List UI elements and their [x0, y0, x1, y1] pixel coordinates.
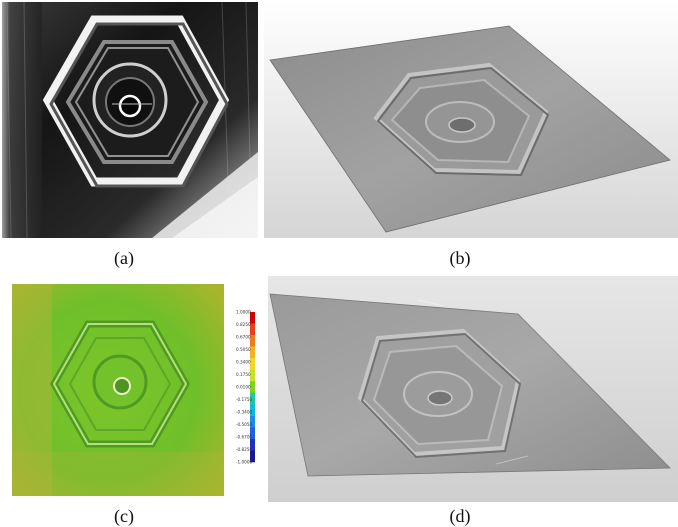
colorbar-tick-label: 0.0100: [236, 385, 251, 390]
metal-photo-image: [2, 2, 258, 238]
colorbar-tick-label: -0.5050: [236, 422, 252, 427]
colorbar-swatch: [250, 369, 255, 382]
colorbar-tick-label: 0.3400: [236, 360, 251, 365]
colorbar-tick-label: 0.8250: [236, 322, 251, 327]
caption-b: (b): [449, 248, 471, 268]
panel-a-photo: [2, 2, 258, 238]
colorbar-swatch: [250, 404, 255, 417]
panel-d-surface-render: [268, 276, 678, 502]
deviation-map-image: 1.0000 0.8250 0.6700 0.5050 0.3400 0.1750 0.01…: [12, 284, 255, 496]
colorbar-tick-label: 0.6700: [236, 335, 251, 340]
colorbar-swatch: [250, 438, 255, 451]
colorbar-tick-label: -1.0000: [236, 460, 252, 465]
colorbar-swatch: [250, 392, 255, 405]
colorbar-swatch: [250, 427, 255, 440]
colorbar-swatch: [250, 450, 255, 463]
colorbar: 1.0000 0.8250 0.6700 0.5050 0.3400 0.1750 0.01…: [236, 310, 255, 465]
panel-b-surface-render: [264, 0, 678, 238]
colorbar-swatch: [250, 346, 255, 359]
surface-render-image-2: [268, 276, 678, 502]
colorbar-tick-label: 1.0000: [236, 310, 251, 315]
colorbar-tick-label: -0.1750: [236, 397, 252, 402]
colorbar-tick-label: -0.6700: [236, 435, 252, 440]
caption-a: (a): [114, 248, 134, 268]
colorbar-tick-label: 0.5050: [236, 347, 251, 352]
colorbar-tick-label: 0.1750: [236, 372, 251, 377]
colorbar-swatch: [250, 335, 255, 347]
colorbar-swatch: [250, 415, 255, 428]
colorbar-swatch: [250, 312, 255, 324]
panel-c-deviation-map: 1.0000 0.8250 0.6700 0.5050 0.3400 0.1750 0.01…: [2, 282, 270, 500]
colorbar-swatch: [250, 381, 255, 394]
colorbar-tick-label: -0.3400: [236, 410, 252, 415]
caption-c: (c): [114, 506, 134, 526]
colorbar-tick-label: -0.8250: [236, 447, 252, 452]
surface-render-image: [264, 0, 678, 238]
colorbar-swatch: [250, 358, 255, 370]
colorbar-swatch: [250, 323, 255, 336]
caption-d: (d): [449, 506, 471, 526]
